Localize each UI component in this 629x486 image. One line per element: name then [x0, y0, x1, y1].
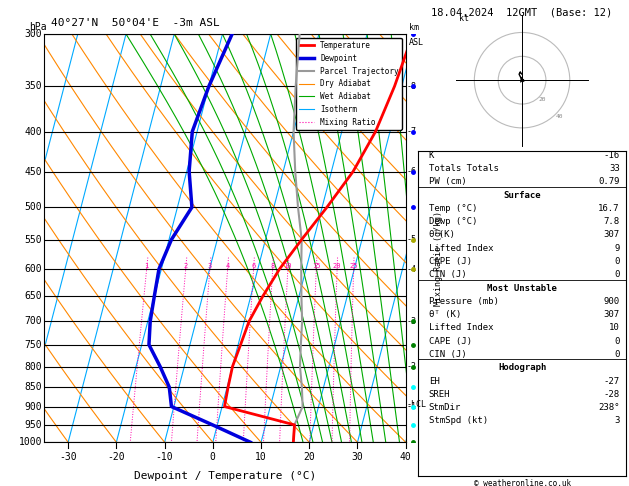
- Text: 350: 350: [25, 81, 42, 91]
- Text: 2: 2: [184, 263, 188, 269]
- Text: Dewp (°C): Dewp (°C): [429, 217, 477, 226]
- Text: ASL: ASL: [409, 38, 425, 47]
- Text: 307: 307: [603, 230, 620, 240]
- Text: hPa: hPa: [30, 22, 47, 32]
- Text: 40: 40: [400, 452, 411, 463]
- Text: 7.8: 7.8: [603, 217, 620, 226]
- Text: Surface: Surface: [503, 191, 541, 200]
- Text: 900: 900: [603, 297, 620, 306]
- Text: 850: 850: [25, 382, 42, 392]
- Text: 40°27'N  50°04'E  -3m ASL: 40°27'N 50°04'E -3m ASL: [52, 18, 220, 28]
- Text: StmSpd (kt): StmSpd (kt): [429, 417, 487, 425]
- Text: 300: 300: [25, 29, 42, 39]
- Text: 20: 20: [333, 263, 342, 269]
- Text: 18.04.2024  12GMT  (Base: 12): 18.04.2024 12GMT (Base: 12): [431, 7, 613, 17]
- Text: PW (cm): PW (cm): [429, 177, 466, 186]
- Text: -1: -1: [406, 402, 416, 411]
- Text: 400: 400: [25, 126, 42, 137]
- Text: 650: 650: [25, 291, 42, 301]
- Text: Totals Totals: Totals Totals: [429, 164, 499, 173]
- Text: 900: 900: [25, 401, 42, 412]
- Text: EH: EH: [429, 377, 440, 385]
- Text: CIN (J): CIN (J): [429, 350, 466, 359]
- Text: -8: -8: [406, 82, 416, 91]
- Text: -2: -2: [406, 362, 416, 371]
- Text: 3: 3: [208, 263, 212, 269]
- Text: CAPE (J): CAPE (J): [429, 257, 472, 266]
- Text: -27: -27: [603, 377, 620, 385]
- Text: -4: -4: [406, 264, 416, 274]
- Text: -30: -30: [59, 452, 77, 463]
- Text: kt: kt: [459, 14, 469, 22]
- Text: 238°: 238°: [598, 403, 620, 412]
- Text: 1000: 1000: [19, 437, 42, 447]
- Text: 3: 3: [615, 417, 620, 425]
- Text: 1: 1: [145, 263, 149, 269]
- Text: 550: 550: [25, 235, 42, 244]
- Text: -LCL: -LCL: [406, 400, 426, 409]
- Text: Lifted Index: Lifted Index: [429, 243, 493, 253]
- Text: CAPE (J): CAPE (J): [429, 337, 472, 346]
- Text: CIN (J): CIN (J): [429, 270, 466, 279]
- Text: SREH: SREH: [429, 390, 450, 399]
- Text: 0: 0: [210, 452, 216, 463]
- Text: 10: 10: [284, 263, 292, 269]
- Text: -5: -5: [406, 235, 416, 244]
- Text: 0: 0: [615, 337, 620, 346]
- Text: 20: 20: [303, 452, 315, 463]
- Text: 33: 33: [609, 164, 620, 173]
- Text: 8: 8: [270, 263, 275, 269]
- Text: -20: -20: [108, 452, 125, 463]
- Text: Pressure (mb): Pressure (mb): [429, 297, 499, 306]
- Text: 30: 30: [352, 452, 364, 463]
- Text: 20: 20: [539, 97, 547, 102]
- Legend: Temperature, Dewpoint, Parcel Trajectory, Dry Adiabat, Wet Adiabat, Isotherm, Mi: Temperature, Dewpoint, Parcel Trajectory…: [296, 38, 402, 130]
- Text: Hodograph: Hodograph: [498, 364, 546, 372]
- Text: 9: 9: [615, 243, 620, 253]
- Text: 15: 15: [312, 263, 321, 269]
- Text: StmDir: StmDir: [429, 403, 461, 412]
- Text: 950: 950: [25, 420, 42, 430]
- Text: θᵀ (K): θᵀ (K): [429, 310, 461, 319]
- Text: Mixing Ratio (g/kg): Mixing Ratio (g/kg): [434, 211, 443, 306]
- Text: 10: 10: [609, 324, 620, 332]
- Text: 307: 307: [603, 310, 620, 319]
- Text: © weatheronline.co.uk: © weatheronline.co.uk: [474, 479, 571, 486]
- Text: -3: -3: [406, 317, 416, 326]
- Text: θᵀ(K): θᵀ(K): [429, 230, 455, 240]
- Text: 600: 600: [25, 264, 42, 274]
- Text: km: km: [409, 23, 420, 32]
- Text: 0.79: 0.79: [598, 177, 620, 186]
- Text: -7: -7: [406, 127, 416, 136]
- Text: 40: 40: [556, 114, 564, 119]
- Text: 10: 10: [255, 452, 267, 463]
- Text: K: K: [429, 151, 434, 160]
- Text: 0: 0: [615, 350, 620, 359]
- Text: 25: 25: [349, 263, 358, 269]
- Text: -28: -28: [603, 390, 620, 399]
- Text: 0: 0: [615, 257, 620, 266]
- Text: 0: 0: [615, 270, 620, 279]
- Text: 6: 6: [252, 263, 256, 269]
- Text: -10: -10: [156, 452, 174, 463]
- Text: 16.7: 16.7: [598, 204, 620, 213]
- Text: Temp (°C): Temp (°C): [429, 204, 477, 213]
- Text: -16: -16: [603, 151, 620, 160]
- Text: 800: 800: [25, 362, 42, 372]
- Text: -6: -6: [406, 167, 416, 176]
- Text: 700: 700: [25, 316, 42, 326]
- Text: 750: 750: [25, 340, 42, 350]
- Text: 450: 450: [25, 167, 42, 176]
- Text: Lifted Index: Lifted Index: [429, 324, 493, 332]
- Text: Dewpoint / Temperature (°C): Dewpoint / Temperature (°C): [134, 471, 316, 481]
- Text: Most Unstable: Most Unstable: [487, 283, 557, 293]
- Text: 500: 500: [25, 202, 42, 212]
- Text: 4: 4: [226, 263, 230, 269]
